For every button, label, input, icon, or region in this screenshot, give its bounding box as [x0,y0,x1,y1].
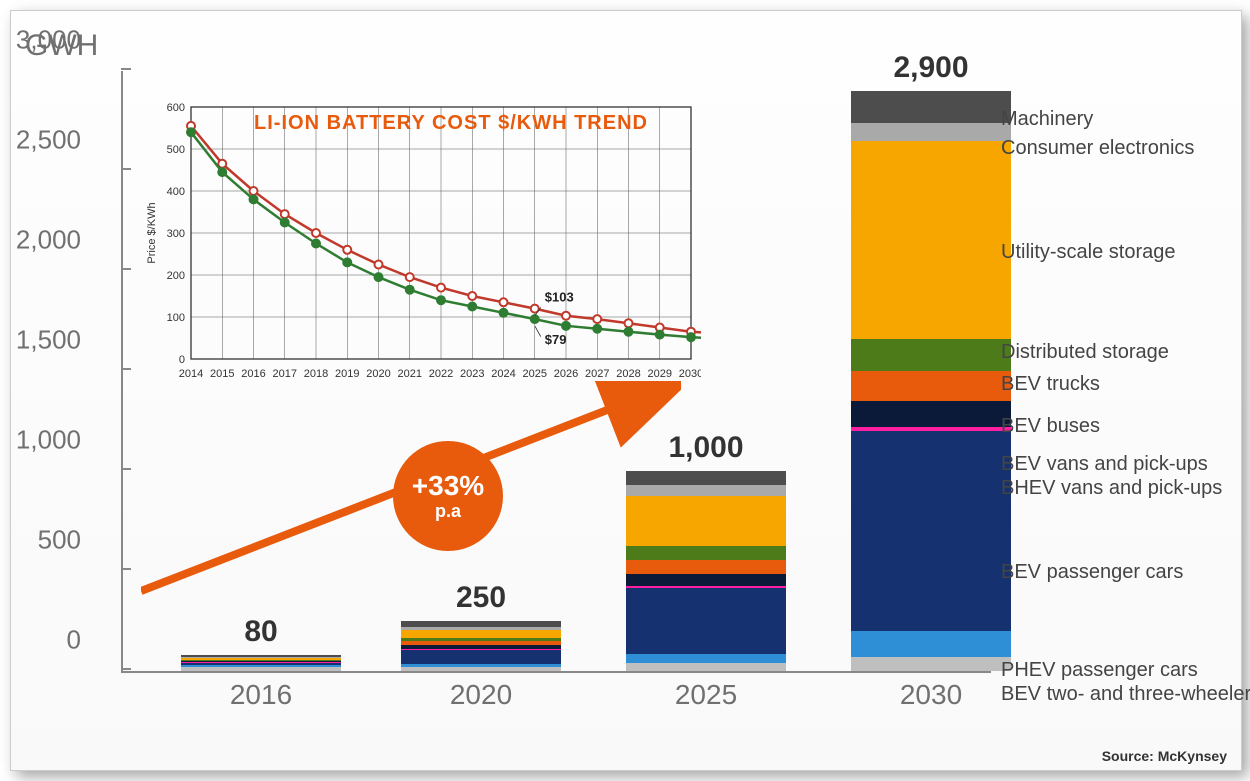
y-tick-label: 3,000 [1,25,81,56]
y-tick-mark [121,368,131,370]
growth-percent: +33% [412,472,484,500]
svg-text:$79: $79 [545,332,567,347]
svg-text:2028: 2028 [616,368,640,380]
svg-text:Price $/KWh: Price $/KWh [146,202,158,263]
bar-total-label: 250 [456,581,506,615]
y-tick-label: 500 [1,525,81,556]
svg-text:$103: $103 [545,290,574,305]
svg-text:2029: 2029 [648,368,672,380]
legend-distributed_storage: Distributed storage [1001,341,1169,364]
seg-consumer_electronics [626,485,786,496]
inset-chart: 0 100 200 300 400 500 600 2014 2015 2016 2017 2018 2… [141,89,701,389]
svg-text:600: 600 [167,102,185,114]
seg-distributed_storage [626,536,786,546]
y-tick-mark [121,668,131,670]
bar-total-label: 80 [244,615,277,649]
y-tick-label: 2,500 [1,125,81,156]
seg-machinery [626,471,786,485]
svg-text:2024: 2024 [491,368,515,380]
y-tick-mark [121,468,131,470]
svg-text:500: 500 [167,144,185,156]
svg-text:400: 400 [167,186,185,198]
x-tick-label: 2025 [675,679,737,711]
svg-text:2020: 2020 [366,368,390,380]
bar-2016: 802016 [181,655,341,671]
y-tick-mark [121,268,131,270]
svg-text:2019: 2019 [335,368,359,380]
seg-bev_two_three_wheelers [181,667,341,671]
y-tick-label: 0 [1,625,81,656]
legend-bev_trucks: BEV trucks [1001,373,1100,396]
y-tick-label: 2,000 [1,225,81,256]
bar-2030: 2,9002030 [851,91,1011,671]
seg-bev_passenger [401,650,561,664]
svg-text:0: 0 [179,354,185,366]
legend-bev_two_three_wheelers: BEV two- and three-wheelers [1001,683,1250,706]
legend-machinery: Machinery [1001,108,1093,131]
svg-text:2027: 2027 [585,368,609,380]
x-axis [121,671,991,673]
growth-period: p.a [435,502,461,520]
seg-distributed_storage [851,315,1011,339]
legend-consumer_electronics: Consumer electronics [1001,137,1194,160]
legend-bev_vans: BEV vans and pick-ups [1001,453,1208,476]
y-tick-label: 1,500 [1,325,81,356]
y-tick-label: 1,000 [1,425,81,456]
svg-text:2022: 2022 [429,368,453,380]
svg-text:2025: 2025 [523,368,547,380]
svg-text:100: 100 [167,312,185,324]
seg-bev_two_three_wheelers [626,663,786,671]
legend-bev_buses: BEV buses [1001,415,1100,438]
inset-svg: 0 100 200 300 400 500 600 2014 2015 2016 2017 2018 2… [141,89,701,389]
bar-total-label: 2,900 [893,51,968,85]
y-tick-mark [121,168,131,170]
seg-consumer_electronics [851,123,1011,141]
growth-badge: +33% p.a [393,441,503,551]
seg-bev_passenger [626,588,786,654]
seg-phev_passenger [851,631,1011,657]
legend-utility_storage: Utility-scale storage [1001,241,1176,264]
seg-machinery [851,91,1011,123]
seg-utility_storage [626,496,786,536]
svg-text:2016: 2016 [241,368,265,380]
x-tick-label: 2020 [450,679,512,711]
bar-total-label: 1,000 [668,431,743,465]
x-tick-label: 2016 [230,679,292,711]
legend-phev_passenger: PHEV passenger cars [1001,659,1198,682]
seg-bev_two_three_wheelers [401,667,561,671]
svg-text:2014: 2014 [179,368,203,380]
seg-bev_vans [851,401,1011,427]
svg-text:2030: 2030 [679,368,701,380]
svg-text:LI-ION BATTERY COST $/KWH TREN: LI-ION BATTERY COST $/KWH TREND [254,112,648,134]
bar-2025: 1,0002025 [626,471,786,671]
seg-utility_storage [851,141,1011,315]
seg-bev_trucks [851,339,1011,371]
seg-bev_buses [626,560,786,574]
seg-phev_passenger [626,654,786,663]
seg-bev_two_three_wheelers [851,657,1011,671]
svg-text:2023: 2023 [460,368,484,380]
svg-text:2017: 2017 [273,368,297,380]
svg-text:2015: 2015 [210,368,234,380]
bar-2020: 2502020 [401,621,561,671]
svg-text:2018: 2018 [304,368,328,380]
legend-bhev_vans: BHEV vans and pick-ups [1001,477,1222,500]
y-axis [71,71,123,671]
y-tick-mark [121,568,131,570]
x-tick-label: 2030 [900,679,962,711]
svg-text:2021: 2021 [398,368,422,380]
svg-text:2026: 2026 [554,368,578,380]
y-tick-mark [121,68,131,70]
legend-bev_passenger: BEV passenger cars [1001,561,1183,584]
seg-bev_passenger [851,431,1011,631]
svg-text:200: 200 [167,270,185,282]
seg-bev_trucks [626,546,786,560]
chart-card: GWH Source: McKynsey 05001,0001,5002,000… [10,10,1242,771]
seg-bev_vans [626,574,786,586]
svg-text:300: 300 [167,228,185,240]
seg-bev_buses [851,371,1011,401]
source-credit: Source: McKynsey [1102,748,1227,764]
